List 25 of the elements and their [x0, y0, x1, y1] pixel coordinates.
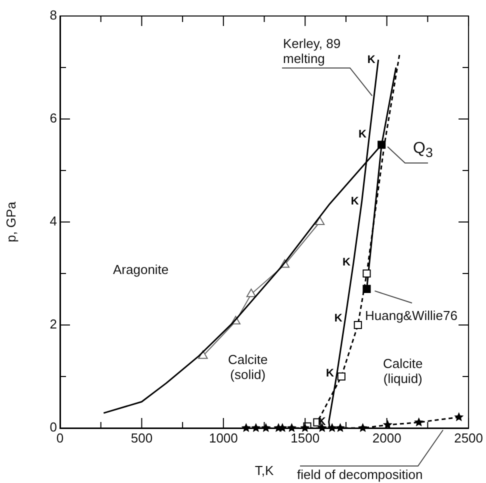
annotation: Calcite (liquid)	[383, 356, 423, 386]
data-label: K	[358, 128, 367, 140]
x-axis-title: T,K	[254, 462, 274, 478]
text: field of decomposition	[297, 467, 423, 482]
annotation: Aragonite	[113, 262, 169, 277]
y-axis-title: p, GPa	[3, 201, 18, 242]
annotation: Huang&Willie76	[365, 308, 458, 323]
x-tick-label: 1000	[208, 430, 238, 446]
x-tick-label: 500	[130, 430, 153, 446]
y-tick-label: 0	[50, 420, 57, 435]
data-label: K	[342, 256, 351, 269]
data-label: K	[350, 195, 359, 208]
x-tick-label: 1500	[290, 430, 320, 446]
annotation: Q$_{3}$	[413, 140, 433, 160]
data-label: K	[334, 312, 342, 324]
y-tick-label: 2	[50, 316, 57, 332]
y-tick-label: 4	[50, 214, 57, 229]
y-tick-label: 8	[50, 8, 57, 23]
data-label: K	[326, 367, 334, 380]
x-tick-label: 2000	[372, 430, 402, 446]
data-label: K	[367, 54, 376, 66]
annotation: Kerley, 89 melting	[283, 36, 341, 66]
y-tick-label: 6	[50, 110, 57, 126]
x-tick-label: 2500	[454, 430, 483, 446]
annotation: Calcite (solid)	[228, 352, 268, 382]
